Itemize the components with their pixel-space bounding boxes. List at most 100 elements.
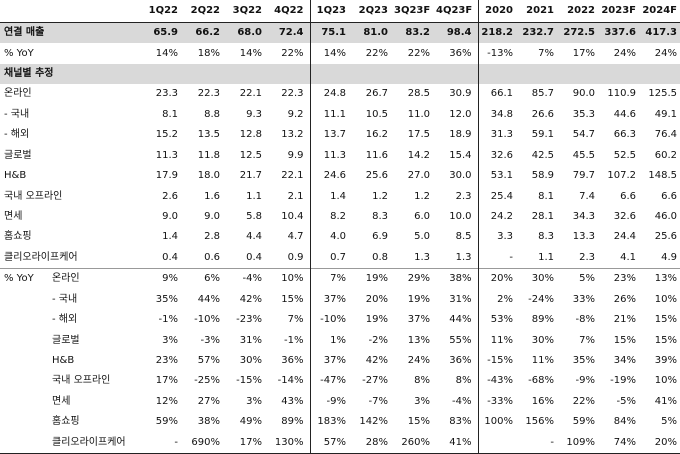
table-cell: 22.1 xyxy=(239,88,262,100)
column-header: 2020 xyxy=(477,0,519,23)
table-cell: 2.8 xyxy=(204,231,220,243)
column-header: 2Q23 xyxy=(352,0,394,23)
row-label: H&B xyxy=(4,170,27,182)
table-cell: -47% xyxy=(309,371,352,392)
table-cell: 34.3 xyxy=(572,211,595,222)
table-cell: 59.1 xyxy=(531,129,554,141)
table-cell: 13.3 xyxy=(572,231,595,243)
table-cell: 52.5 xyxy=(613,149,636,161)
table-cell: -10% xyxy=(309,309,352,331)
table-cell: 156% xyxy=(525,416,554,428)
table-cell: 24.4 xyxy=(613,231,636,243)
table-cell: 54.7 xyxy=(572,129,595,141)
table-cell: 10% xyxy=(654,375,677,387)
table-cell: 9.3 xyxy=(246,108,262,120)
table-cell: 37% xyxy=(407,314,430,326)
row-label: - 국내 xyxy=(4,108,30,120)
row-group-label xyxy=(0,432,48,454)
table-cell: 1.1 xyxy=(246,190,262,202)
column-header: 4Q22 xyxy=(268,0,310,23)
table-cell: -7% xyxy=(368,395,388,407)
table-cell: 18.9 xyxy=(449,129,472,141)
table-cell: 11% xyxy=(531,354,554,366)
table-cell: 23.3 xyxy=(155,88,178,100)
table-cell: 100% xyxy=(477,412,519,433)
table-cell: 44.6 xyxy=(613,108,636,120)
table-cell: 34% xyxy=(613,354,636,366)
table-cell: 12.8 xyxy=(239,129,262,141)
table-cell: 84% xyxy=(613,416,636,428)
table-cell xyxy=(601,63,642,85)
table-row: H&B 17.9 18.0 21.7 22.1 24.6 25.6 27.0 30.0 53.1 5… xyxy=(0,165,680,187)
table-cell: 24.6 xyxy=(309,165,352,187)
table-cell: 49.1 xyxy=(654,108,677,120)
table-cell: 16% xyxy=(531,395,554,407)
row-sublabel: - 해외 xyxy=(52,314,78,326)
row-label: 글로벌 xyxy=(4,149,32,161)
table-cell: 14% xyxy=(155,47,178,59)
table-cell: 5.0 xyxy=(414,231,430,243)
table-cell: 30.9 xyxy=(449,88,472,100)
table-cell: 79.7 xyxy=(572,170,595,182)
table-cell: 22% xyxy=(572,395,595,407)
table-cell: 2.3 xyxy=(579,251,595,263)
table-cell: 1.4 xyxy=(162,231,178,243)
table-cell: 11.8 xyxy=(197,149,220,161)
table-cell: 0.8 xyxy=(372,251,388,263)
table-cell xyxy=(436,63,478,85)
table-cell: -1% xyxy=(158,314,178,326)
table-cell: 7% xyxy=(538,47,554,59)
table-cell: -43% xyxy=(477,371,519,392)
table-cell: 11.3 xyxy=(155,149,178,161)
table-cell: 28.1 xyxy=(531,211,554,222)
table-cell: -1% xyxy=(284,334,304,346)
table-cell: 53% xyxy=(477,309,519,331)
table-row: 국내 오프라인 17% -25% -15% -14% -47% -27% 8% 8% -43% -6… xyxy=(0,371,680,392)
table-cell: -25% xyxy=(194,375,220,387)
table-cell: 36% xyxy=(449,47,472,59)
table-row: 면세 9.0 9.0 5.8 10.4 8.2 8.3 6.0 10.0 24.2 28.1 34.3… xyxy=(0,206,680,228)
row-sublabel: 홈쇼핑 xyxy=(52,416,80,428)
table-cell: -3% xyxy=(200,334,220,346)
table-cell: 24% xyxy=(654,47,677,59)
table-cell: 44% xyxy=(197,293,220,305)
table-cell: 14.2 xyxy=(407,149,430,161)
table-cell: 6.6 xyxy=(620,190,636,202)
table-cell: 7% xyxy=(309,268,352,290)
table-cell: 59% xyxy=(572,416,595,428)
table-cell xyxy=(184,63,226,85)
table-cell: 27.0 xyxy=(407,170,430,182)
table-cell: 89% xyxy=(531,314,554,326)
column-header: 3Q23F xyxy=(394,0,436,23)
table-cell: 218.2 xyxy=(477,22,519,44)
table-cell: 44% xyxy=(449,314,472,326)
table-cell: 42% xyxy=(365,354,388,366)
column-header: 3Q22 xyxy=(226,0,268,23)
row-label: 연결 매출 xyxy=(0,22,142,44)
table-cell: 6.9 xyxy=(372,231,388,243)
table-cell xyxy=(309,63,352,85)
row-label: 국내 오프라인 xyxy=(4,190,63,202)
table-cell: 8.1 xyxy=(538,190,554,202)
table-row: H&B 23% 57% 30% 36% 37% 42% 24% 36% -15% 11% 35% 34%… xyxy=(0,350,680,372)
table-cell: 31% xyxy=(239,334,262,346)
table-cell: 4.1 xyxy=(620,251,636,263)
table-cell: 31% xyxy=(449,293,472,305)
row-group-label xyxy=(0,351,48,371)
table-cell: 38% xyxy=(436,268,478,290)
table-cell: 8.1 xyxy=(162,108,178,120)
table-cell: 110.9 xyxy=(607,88,636,100)
table-cell: 36% xyxy=(281,354,304,366)
table-row: % YoY 온라인 9% 6% -4% 10% 7% 19% 29% 38% 20% 30% 5% 23%… xyxy=(0,268,680,290)
table-cell: 98.4 xyxy=(436,22,478,44)
table-cell: 33% xyxy=(572,293,595,305)
table-cell: 13.5 xyxy=(197,129,220,141)
table-cell: 17.5 xyxy=(407,129,430,141)
table-cell: 148.5 xyxy=(648,170,677,182)
row-sublabel: - 국내 xyxy=(52,293,78,305)
table-cell: 19% xyxy=(407,293,430,305)
table-cell: 417.3 xyxy=(642,22,680,44)
table-cell xyxy=(519,63,560,85)
row-label: - 해외 xyxy=(4,129,30,141)
table-cell: 37% xyxy=(309,350,352,372)
